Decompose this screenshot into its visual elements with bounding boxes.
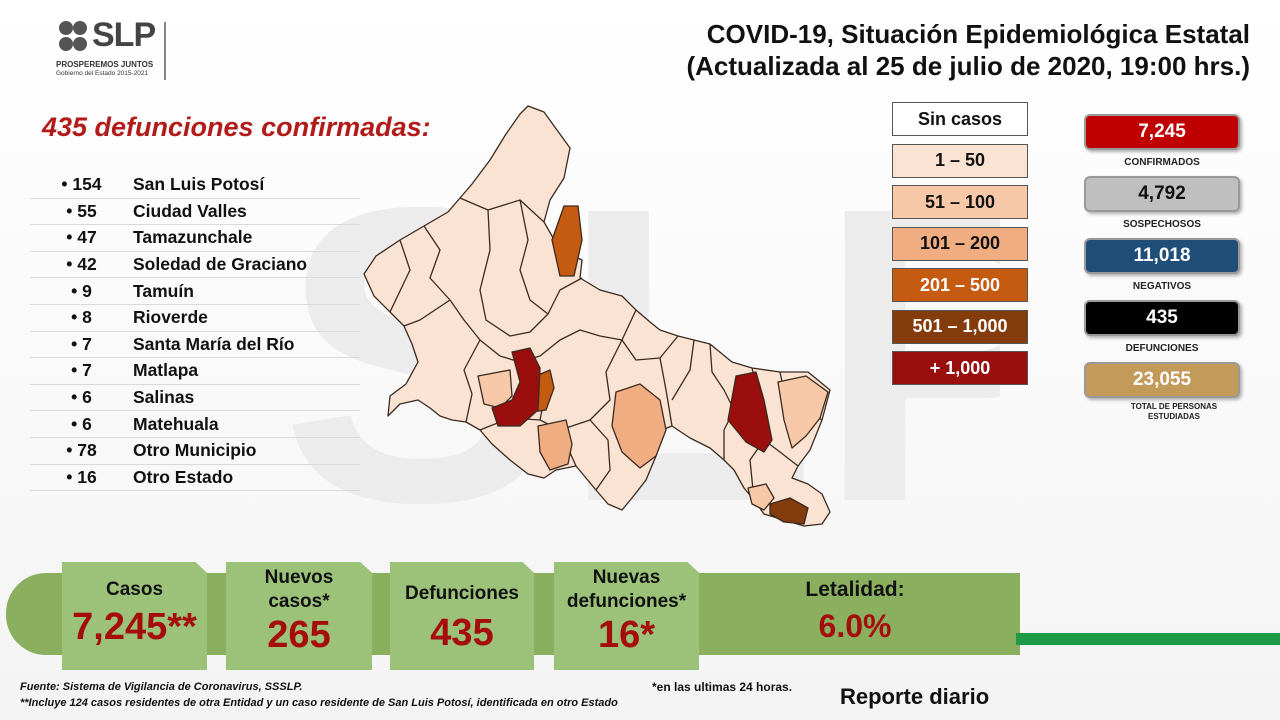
card-casos: Casos 7,245** <box>62 562 207 670</box>
legend-item: 501 – 1,000 <box>892 309 1028 344</box>
report-label: Reporte diario <box>840 684 990 709</box>
map-region-201-500 <box>551 205 583 277</box>
card-nuevas-defunciones: Nuevas defunciones* 16* <box>554 562 699 670</box>
municipality-name: Otro Municipio <box>133 440 257 461</box>
legend-item: 51 – 100 <box>892 185 1028 219</box>
municipality-name: Salinas <box>133 387 195 408</box>
list-item: • 154 San Luis Potosí <box>30 172 360 199</box>
list-item: • 47 Tamazunchale <box>30 225 360 252</box>
legend-item: 201 – 500 <box>892 268 1028 302</box>
card-defunciones-value: 435 <box>430 612 494 654</box>
map-region-over-1000 <box>727 371 773 453</box>
footer-source: Fuente: Sistema de Vigilancia de Coronav… <box>20 681 303 693</box>
logo-emblem-icon <box>59 21 87 51</box>
logo-title: SLP <box>92 16 156 54</box>
municipality-name: Ciudad Valles <box>133 200 247 221</box>
list-item: • 42 Soledad de Graciano <box>30 252 360 279</box>
card-nuevos-casos-label: Nuevos casos* <box>264 567 334 612</box>
map-region-101-200 <box>611 383 667 469</box>
map-region-over-1000 <box>491 347 541 427</box>
municipality-name: Santa María del Río <box>133 333 295 354</box>
list-item: • 6 Matehuala <box>30 411 360 438</box>
stat-label: DEFUNCIONES <box>1125 343 1199 354</box>
municipality-name: Matlapa <box>133 360 199 381</box>
card-casos-value: 7,245** <box>72 606 197 648</box>
map-region-501-1000 <box>769 497 809 525</box>
stat-value: 435 <box>1084 300 1240 336</box>
stat-value: 4,792 <box>1084 176 1240 212</box>
stat-label: SOSPECHOSOS <box>1123 219 1201 230</box>
map-legend: Sin casos 1 – 50 51 – 100 101 – 200 201 – 50… <box>892 102 1028 393</box>
municipality-deaths: • 9 <box>71 280 92 301</box>
list-item: • 8 Rioverde <box>30 305 360 332</box>
government-logo: SLP PROSPEREMOS JUNTOS Gobierno del Esta… <box>52 16 172 80</box>
map-region-51-100 <box>747 483 775 511</box>
card-defunciones: Defunciones 435 <box>390 562 534 670</box>
municipality-deaths: • 78 <box>66 440 97 461</box>
logo-divider <box>164 22 166 80</box>
map-region-101-200 <box>537 419 573 471</box>
municipality-deaths: • 6 <box>71 387 92 408</box>
list-item: • 9 Tamuín <box>30 278 360 305</box>
title-line-1: COVID-19, Situación Epidemiológica Estat… <box>706 19 1250 49</box>
footer-24h-note: *en las ultimas 24 horas. <box>652 680 793 694</box>
card-letalidad-value: 6.0% <box>818 608 892 644</box>
stat-value: 11,018 <box>1084 238 1240 274</box>
municipality-name: Matehuala <box>133 413 219 434</box>
municipality-deaths: • 16 <box>66 466 97 487</box>
municipality-name: Soledad de Graciano <box>133 254 308 275</box>
card-nuevos-casos-value: 265 <box>267 614 331 656</box>
deaths-heading: 435 defunciones confirmadas: <box>42 112 431 142</box>
map-state-outline <box>363 105 831 527</box>
municipality-name: Rioverde <box>133 307 208 328</box>
municipality-deaths: • 42 <box>66 254 97 275</box>
card-letalidad: Letalidad: 6.0% <box>755 578 955 645</box>
list-item: • 78 Otro Municipio <box>30 438 360 465</box>
list-item: • 6 Salinas <box>30 385 360 412</box>
stat-value: 23,055 <box>1084 362 1240 398</box>
municipality-name: Otro Estado <box>133 466 234 487</box>
stat-label: CONFIRMADOS <box>1124 157 1200 168</box>
state-choropleth-map <box>363 105 831 527</box>
municipality-deaths: • 154 <box>61 174 102 195</box>
summary-stats: 7,245 CONFIRMADOS 4,792 SOSPECHOSOS 11,018 NE… <box>1080 114 1244 434</box>
title-line-2: (Actualizada al 25 de julio de 2020, 19:… <box>686 51 1250 81</box>
municipality-deaths: • 7 <box>71 333 92 354</box>
municipality-name: Tamuín <box>133 280 194 301</box>
stat-value: 7,245 <box>1084 114 1240 150</box>
stat-label: NEGATIVOS <box>1132 281 1192 292</box>
stat-label: TOTAL DE PERSONAS ESTUDIADAS <box>1130 402 1218 421</box>
legend-item: 1 – 50 <box>892 143 1028 178</box>
footer-note: **Incluye 124 casos residentes de otra E… <box>20 697 618 709</box>
page-title: COVID-19, Situación Epidemiológica Estat… <box>686 18 1250 82</box>
legend-item: + 1,000 <box>892 351 1028 385</box>
list-item: • 7 Santa María del Río <box>30 332 360 359</box>
card-nuevas-defunciones-value: 16* <box>597 614 656 656</box>
municipality-deaths: • 6 <box>71 413 92 434</box>
municipality-deaths: • 8 <box>71 307 92 328</box>
band-accent-line <box>1016 633 1280 645</box>
card-nuevas-defunciones-label: Nuevas defunciones* <box>566 567 687 612</box>
legend-item: 101 – 200 <box>892 226 1028 261</box>
card-nuevos-casos: Nuevos casos* 265 <box>226 562 372 670</box>
logo-government-years: Gobierno del Estado 2015-2021 <box>56 70 149 77</box>
municipality-deaths: • 55 <box>66 200 97 221</box>
municipality-name: San Luis Potosí <box>133 174 265 195</box>
card-casos-label: Casos <box>105 579 164 600</box>
municipality-deaths: • 7 <box>71 360 92 381</box>
list-item: • 16 Otro Estado <box>30 465 360 492</box>
legend-item: Sin casos <box>892 102 1028 136</box>
card-letalidad-label: Letalidad: <box>805 578 905 601</box>
list-item: • 7 Matlapa <box>30 358 360 385</box>
municipality-name: Tamazunchale <box>133 227 253 248</box>
deaths-by-municipality-list: • 154 San Luis Potosí • 55 Ciudad Valles • 4… <box>30 172 360 492</box>
list-item: • 55 Ciudad Valles <box>30 199 360 226</box>
municipality-deaths: • 47 <box>66 227 97 248</box>
map-region-51-100 <box>777 375 829 449</box>
logo-subtitle: PROSPEREMOS JUNTOS <box>56 60 154 69</box>
card-defunciones-label: Defunciones <box>404 583 520 604</box>
